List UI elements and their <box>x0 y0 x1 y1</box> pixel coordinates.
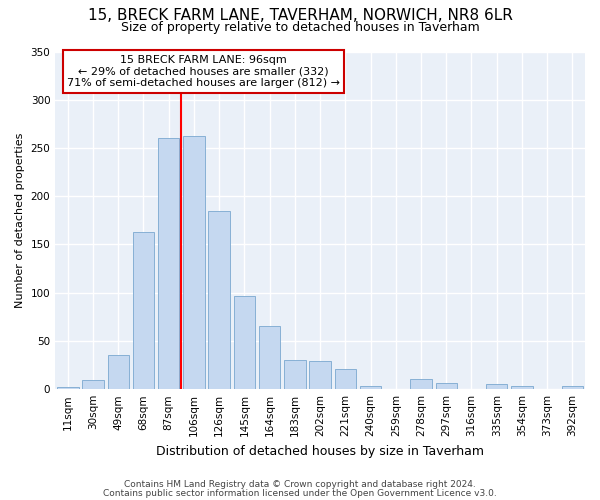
Bar <box>183 136 205 389</box>
Bar <box>310 361 331 389</box>
Bar <box>57 388 79 389</box>
Bar <box>284 360 305 389</box>
Text: Size of property relative to detached houses in Taverham: Size of property relative to detached ho… <box>121 21 479 34</box>
Text: Contains HM Land Registry data © Crown copyright and database right 2024.: Contains HM Land Registry data © Crown c… <box>124 480 476 489</box>
Bar <box>360 386 381 389</box>
Bar <box>511 386 533 389</box>
Bar <box>233 296 255 389</box>
Bar <box>335 369 356 389</box>
Text: Contains public sector information licensed under the Open Government Licence v3: Contains public sector information licen… <box>103 488 497 498</box>
Bar <box>486 384 508 389</box>
Text: 15 BRECK FARM LANE: 96sqm
← 29% of detached houses are smaller (332)
71% of semi: 15 BRECK FARM LANE: 96sqm ← 29% of detac… <box>67 55 340 88</box>
Bar <box>158 138 179 389</box>
Bar <box>107 356 129 389</box>
Y-axis label: Number of detached properties: Number of detached properties <box>15 132 25 308</box>
Bar <box>133 232 154 389</box>
Bar <box>562 386 583 389</box>
Bar <box>259 326 280 389</box>
Bar <box>82 380 104 389</box>
Text: 15, BRECK FARM LANE, TAVERHAM, NORWICH, NR8 6LR: 15, BRECK FARM LANE, TAVERHAM, NORWICH, … <box>88 8 512 22</box>
X-axis label: Distribution of detached houses by size in Taverham: Distribution of detached houses by size … <box>156 444 484 458</box>
Bar <box>410 378 432 389</box>
Bar <box>208 210 230 389</box>
Bar <box>436 384 457 389</box>
